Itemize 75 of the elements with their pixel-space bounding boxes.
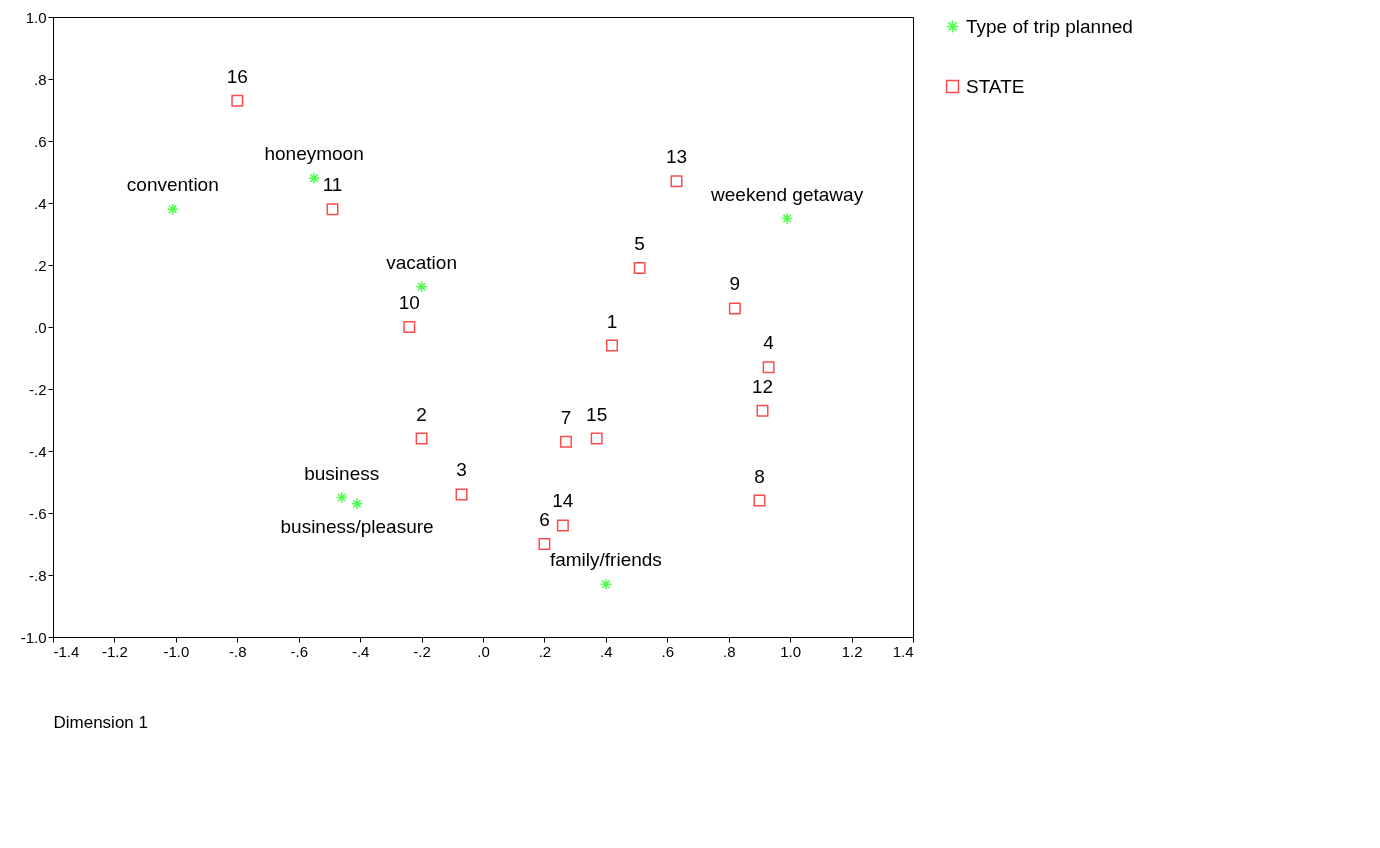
y-tick-label: -.2 xyxy=(28,380,47,398)
y-tick-label: .0 xyxy=(33,318,47,336)
annotation: 15 xyxy=(586,403,608,425)
annotation: 5 xyxy=(634,233,645,255)
point xyxy=(335,491,348,504)
x-tick-label: 1.0 xyxy=(780,642,802,660)
x-tick-label: .2 xyxy=(538,642,552,660)
point xyxy=(351,497,364,510)
point xyxy=(599,578,612,591)
annotation: 2 xyxy=(416,403,427,425)
point xyxy=(231,94,244,107)
point xyxy=(415,432,428,445)
y-tick-label: 1.0 xyxy=(25,8,47,26)
point xyxy=(606,339,618,352)
point xyxy=(762,361,775,374)
annotation: 7 xyxy=(560,406,572,428)
annotation: 10 xyxy=(398,292,420,313)
y-tick-label: .8 xyxy=(33,70,47,88)
x-tick-label: .8 xyxy=(722,642,736,660)
x-tick-label: -1.4 xyxy=(53,642,80,660)
point xyxy=(670,175,683,188)
annotation: vacation xyxy=(386,251,457,273)
annotation: business/pleasure xyxy=(280,515,434,537)
point xyxy=(633,262,646,275)
y-tick-label: -.6 xyxy=(28,504,47,522)
x-tick-label: .0 xyxy=(477,642,490,660)
annotation: 4 xyxy=(763,332,775,354)
annotation: business xyxy=(304,462,380,484)
annotation: convention xyxy=(126,174,219,196)
annotation: 16 xyxy=(226,65,248,87)
point xyxy=(326,203,339,216)
x-tick-label: 1.2 xyxy=(841,642,863,660)
annotation: honeymoon xyxy=(264,143,364,165)
x-tick-label: 1.4 xyxy=(892,642,914,660)
x-tick-label: -.8 xyxy=(229,642,247,660)
point xyxy=(415,280,428,293)
x-tick-label: .6 xyxy=(661,642,675,660)
point xyxy=(455,488,468,501)
legend-label: STATE xyxy=(966,75,1025,97)
annotation: 13 xyxy=(665,146,688,168)
point xyxy=(756,404,769,417)
annotation: weekend getaway xyxy=(710,183,864,205)
x-tick-label: -1.2 xyxy=(102,642,128,660)
legend-label: Type of trip planned xyxy=(966,15,1133,37)
annotation: 8 xyxy=(754,465,765,487)
annotation: 11 xyxy=(322,174,343,196)
point xyxy=(753,494,766,507)
y-tick-label: .2 xyxy=(33,256,47,274)
annotation: 9 xyxy=(729,273,741,295)
x-tick-label: -.2 xyxy=(413,642,431,660)
point xyxy=(403,321,416,333)
y-tick-label: -.4 xyxy=(28,442,47,460)
point xyxy=(590,432,603,445)
point xyxy=(308,172,321,185)
point xyxy=(556,519,569,532)
x-tick-label: -1.0 xyxy=(163,642,190,660)
point xyxy=(559,435,572,448)
annotation: 14 xyxy=(552,490,574,512)
y-tick-label: -1.0 xyxy=(20,628,47,646)
point xyxy=(538,538,551,550)
annotation: family/friends xyxy=(549,549,662,571)
point xyxy=(166,203,179,216)
x-tick-label: -.4 xyxy=(351,642,370,660)
x-tick-label: .4 xyxy=(600,642,613,660)
point xyxy=(728,302,741,315)
point xyxy=(781,212,794,225)
y-tick-label: .4 xyxy=(33,194,47,212)
annotation: 1 xyxy=(606,310,618,332)
y-tick-label: .6 xyxy=(33,132,47,150)
y-tick-label: -.8 xyxy=(28,566,47,584)
annotation: 3 xyxy=(456,459,467,481)
x-tick-label: -.6 xyxy=(290,642,308,660)
x-axis-title: Dimension 1 xyxy=(53,712,148,732)
annotation: 6 xyxy=(539,509,550,530)
annotation: 12 xyxy=(751,375,774,397)
